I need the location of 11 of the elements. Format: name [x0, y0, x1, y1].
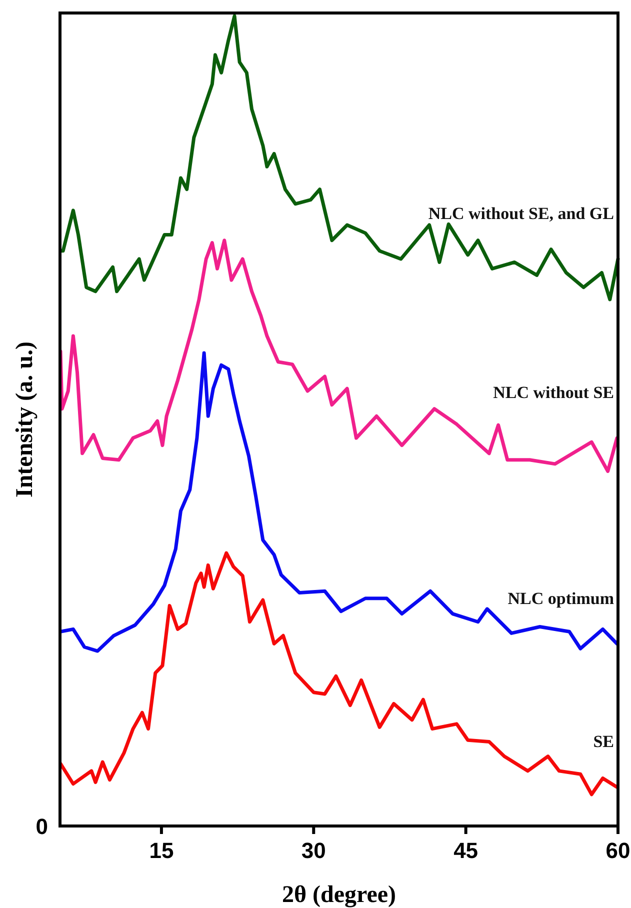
series-label: NLC without SE, and GL — [428, 204, 614, 223]
series-label: SE — [593, 732, 614, 752]
x-axis-title: 2θ (degree) — [282, 882, 396, 908]
text: 0 — [36, 814, 48, 839]
series-label: NLC without SE — [493, 383, 614, 402]
x-tick-label: 45 — [454, 838, 478, 863]
x-tick-label: 30 — [301, 838, 326, 863]
x-tick-label: 15 — [149, 838, 174, 863]
x-tick-label: 60 — [606, 838, 630, 863]
series-label: NLC optimum — [508, 588, 614, 608]
y-axis-title: Intensity (a. u.) — [12, 341, 38, 498]
